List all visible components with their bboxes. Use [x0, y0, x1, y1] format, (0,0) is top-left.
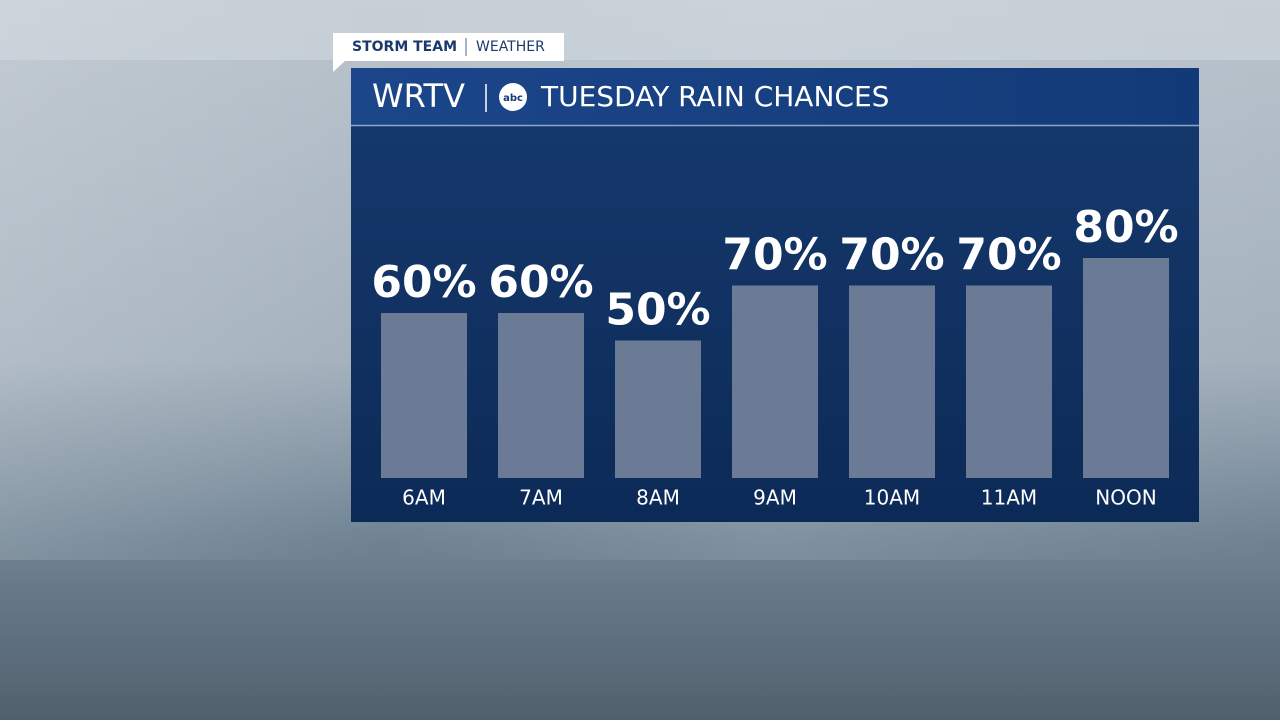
bar	[732, 285, 818, 478]
bar	[966, 285, 1052, 478]
x-tick-label: 8AM	[636, 486, 680, 510]
bar	[1083, 258, 1169, 478]
value-label: 70%	[956, 230, 1061, 281]
x-tick-label: NOON	[1095, 486, 1156, 510]
tag-left: STORM TEAM	[352, 39, 457, 55]
bar	[615, 340, 701, 478]
station-logo: WRTV	[372, 77, 465, 115]
x-tick-label: 9AM	[753, 486, 797, 510]
value-label: 70%	[839, 230, 944, 281]
tag-pointer	[333, 61, 345, 72]
value-label: 60%	[371, 257, 476, 308]
bar	[849, 285, 935, 478]
value-label: 70%	[722, 230, 827, 281]
value-label: 80%	[1073, 202, 1178, 253]
value-label: 50%	[605, 285, 710, 336]
network-logo	[499, 83, 527, 111]
value-label: 60%	[488, 257, 593, 308]
tag-box	[333, 33, 564, 61]
chart-title: TUESDAY RAIN CHANCES	[540, 80, 889, 113]
network-text: abc	[503, 93, 523, 104]
x-tick-label: 11AM	[981, 486, 1037, 510]
background-top	[0, 0, 1280, 60]
x-tick-label: 10AM	[864, 486, 920, 510]
tag-right: WEATHER	[476, 39, 545, 55]
bar	[381, 313, 467, 478]
bar	[498, 313, 584, 478]
x-tick-label: 6AM	[402, 486, 446, 510]
x-tick-label: 7AM	[519, 486, 563, 510]
panel-header	[351, 68, 1199, 125]
